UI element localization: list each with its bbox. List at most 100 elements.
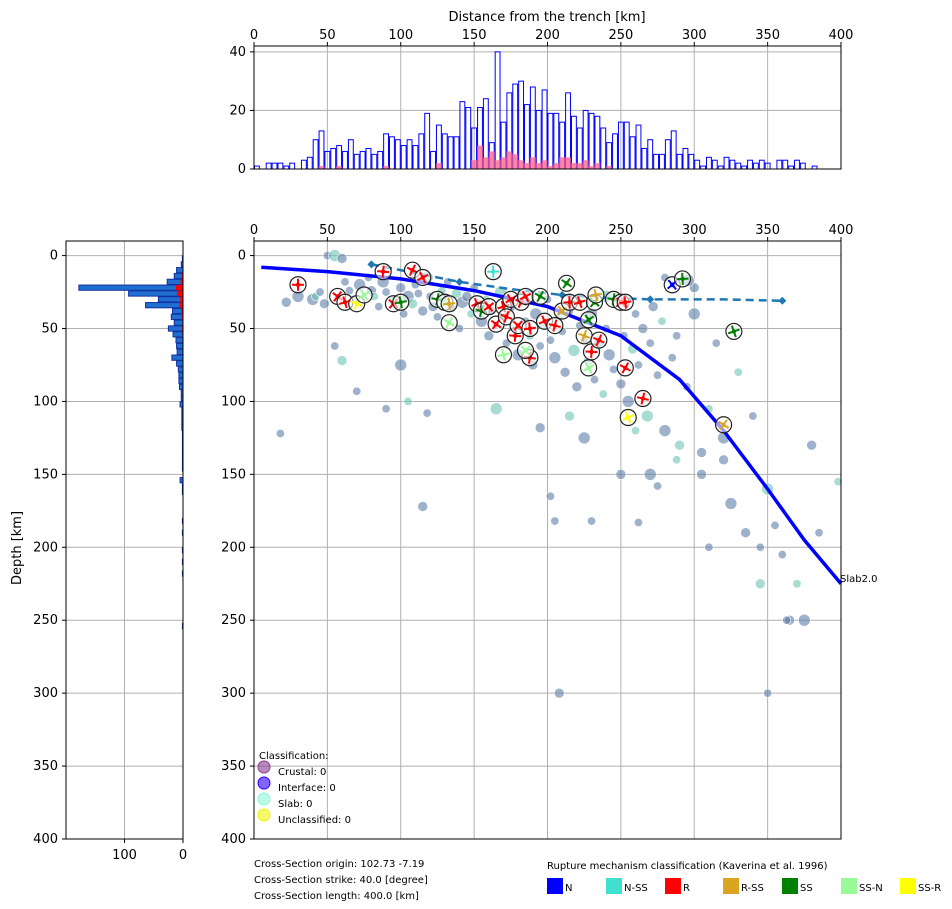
beachball-center (446, 320, 452, 325)
focal-mechanism-beachball (348, 295, 366, 313)
highlight-bar (541, 160, 548, 169)
histogram-bar (629, 136, 636, 170)
histogram-bar (647, 139, 654, 170)
focal-mechanism-beachball (634, 389, 652, 408)
distance-histogram-x-ticks: 0 50 100 150 200 250 300 350 400 (250, 28, 853, 46)
distance-tick-label: 200 (535, 28, 560, 43)
highlight-bar (588, 166, 595, 169)
highlight-bar (565, 157, 571, 169)
depth-histogram: Depth [km] 100 0 0 50 100 150 200 250 300 350 400 (10, 240, 187, 863)
depth-histogram-x-ticks: 100 0 (112, 839, 187, 863)
distance-tick-label: 0 (250, 223, 258, 238)
earthquake-point (417, 501, 429, 512)
histogram-bar (776, 159, 783, 170)
focal-mechanism-beachball (714, 416, 733, 434)
mechanism-legend-swatch (723, 878, 739, 894)
cross-section-info: Cross-Section origin: 102.73 -7.19 Cross… (254, 857, 428, 905)
histogram-bar (729, 159, 736, 170)
histogram-bar (653, 153, 660, 170)
depth-highlight-bar (180, 279, 183, 285)
highlight-bar (576, 163, 583, 169)
depth-count-tick-label: 0 (179, 848, 187, 863)
highlight-bar (582, 160, 589, 169)
histogram-bar (529, 86, 536, 170)
earthquake-point (653, 481, 663, 491)
histogram-bar (664, 139, 671, 170)
histogram-bar (400, 145, 407, 170)
earthquake-point (833, 477, 843, 487)
histogram-bar (670, 130, 677, 170)
distance-tick-label: 50 (319, 223, 336, 238)
beachball-center (593, 292, 599, 298)
earthquake-point (631, 309, 641, 319)
earthquake-point (770, 520, 780, 530)
earthquake-point (330, 341, 340, 351)
focal-mechanism-beachball (575, 327, 593, 345)
highlight-bar (524, 163, 530, 169)
highlight-bar (477, 145, 483, 169)
earthquake-point (633, 517, 643, 527)
highlight-bar (500, 157, 507, 169)
classification-legend: Classification: Crustal: 0 Interface: 0 Sl… (257, 751, 351, 826)
earthquake-point (571, 381, 583, 393)
distance-tick-label: 0 (250, 28, 258, 43)
depth-histogram-y-ticks: 0 50 100 150 200 250 300 350 400 (33, 249, 66, 847)
depth-bar (166, 278, 184, 285)
histogram-bar (306, 156, 313, 170)
histogram-bar (682, 148, 689, 170)
distance-tick-label: 300 (682, 28, 707, 43)
beachball-center (589, 349, 594, 355)
earthquake-point (696, 447, 707, 458)
earthquake-point (403, 396, 413, 406)
histogram-bar (277, 162, 284, 170)
depth-tick-label: 100 (33, 394, 58, 409)
depth-tick-label: 150 (33, 467, 58, 482)
beachball-center (581, 333, 587, 339)
earthquake-point (461, 291, 473, 302)
depth-bar (177, 366, 184, 373)
beachball-center (577, 300, 582, 305)
highlight-bar (336, 166, 343, 169)
focal-mechanism-beachball (579, 359, 598, 377)
focal-mechanism-beachball (579, 311, 598, 329)
focal-mechanism-beachball (571, 293, 589, 311)
earthquake-point (577, 431, 591, 445)
classification-legend-marker (257, 776, 271, 790)
histogram-bar (424, 112, 431, 170)
highlight-bar (606, 166, 613, 169)
earthquake-point (432, 312, 442, 322)
earthquake-point (319, 298, 330, 310)
mechanism-legend-label: SS (800, 883, 813, 894)
highlight-bar (529, 157, 536, 169)
histogram-bar (342, 150, 348, 170)
histogram-bar (289, 162, 296, 170)
depth-bar (167, 325, 184, 332)
earthquake-point (550, 516, 560, 526)
earthquake-point (413, 289, 423, 299)
beachball-center (596, 337, 602, 343)
depth-bar (172, 331, 184, 338)
earthquake-point (653, 370, 663, 380)
earthquake-point (814, 528, 824, 538)
histogram-bar (694, 159, 701, 170)
depth-tick-label: 400 (221, 832, 246, 847)
highlight-bar (570, 163, 577, 169)
histogram-bar (758, 159, 765, 170)
histogram-bar (359, 150, 366, 170)
histogram-bar (794, 159, 800, 170)
histogram-bar (459, 101, 466, 170)
depth-tick-label: 100 (221, 394, 246, 409)
beachball-center (491, 269, 496, 274)
depth-axis-label: Depth [km] (10, 511, 25, 585)
depth-tick-label: 0 (50, 249, 58, 264)
earthquake-point (553, 687, 565, 699)
earthquake-point (545, 335, 555, 345)
histogram-bar (676, 153, 683, 170)
beachball-center (559, 308, 565, 314)
mechanism-legend-swatch (900, 878, 916, 894)
histogram-bar (336, 145, 343, 170)
earthquake-point (352, 386, 362, 396)
earthquake-point (399, 309, 409, 319)
beachball-center (361, 292, 367, 298)
classification-legend-marker (257, 760, 271, 774)
